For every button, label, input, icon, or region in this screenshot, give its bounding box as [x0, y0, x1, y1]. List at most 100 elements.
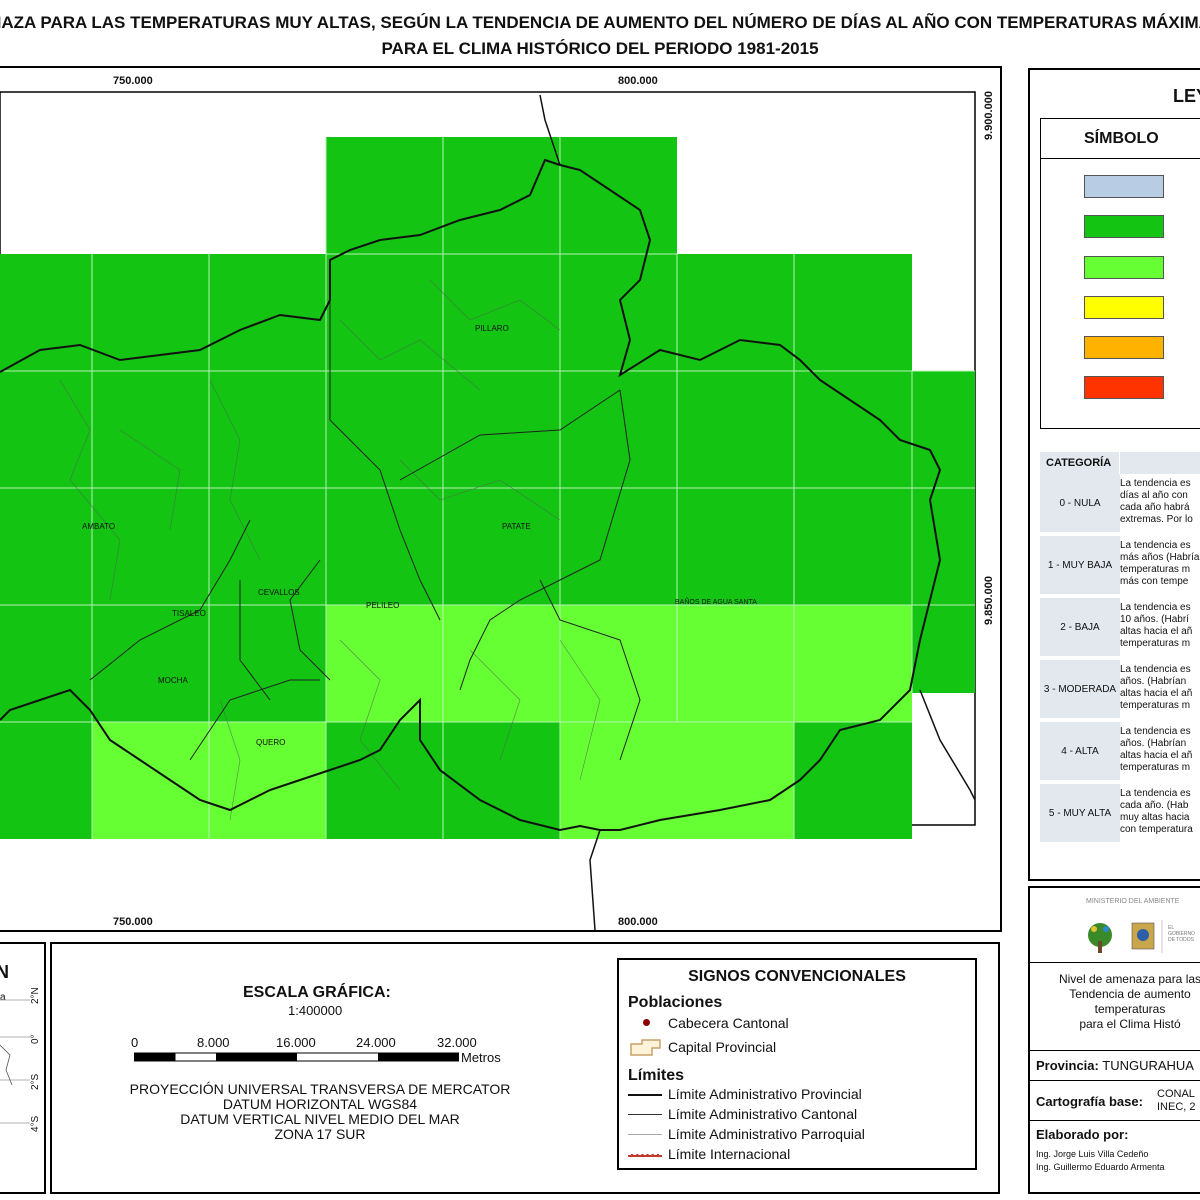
place-label-pelileo: PELILEO	[366, 601, 400, 610]
category-desc: La tendencia es 10 años. (Habrí altas ha…	[1120, 598, 1200, 656]
desc-line: extremas. Por lo	[1120, 514, 1193, 525]
scale-tick-24000: 24.000	[356, 1035, 396, 1050]
scale-tick-16000: 16.000	[276, 1035, 316, 1050]
legend-left-rule	[1040, 118, 1041, 428]
place-label-cevallos: CEVALLOS	[258, 588, 300, 597]
signs-intl-label: Límite Internacional	[668, 1146, 791, 1162]
map-title-line1: NAZA PARA LAS TEMPERATURAS MUY ALTAS, SE…	[0, 13, 1200, 32]
signs-parr-label: Límite Administrativo Parroquial	[668, 1126, 865, 1142]
category-row-3: 3 - MODERADA La tendencia es años. (Habr…	[1040, 660, 1200, 718]
desc-line: con temperatura	[1120, 824, 1193, 835]
info-rule-2	[1030, 1050, 1200, 1051]
provincia-value: TUNGURAHUA	[1102, 1058, 1194, 1073]
author-2: Ing. Guillermo Eduardo Armenta	[1036, 1162, 1165, 1172]
legend-symbol-rule	[1040, 158, 1200, 159]
info-panel	[1028, 886, 1200, 1194]
desc-line: cada año habrá	[1120, 502, 1190, 513]
capital-provincial-icon	[630, 1039, 661, 1056]
inset-lat-2s: 2°S	[30, 1073, 41, 1090]
inset-lat-2n: 2°N	[30, 987, 41, 1004]
projection-line: PROYECCIÓN UNIVERSAL TRANSVERSA DE MERCA…	[129, 1081, 511, 1097]
description-line: Nivel de amenaza para las	[1058, 972, 1200, 986]
signs-capital-label: Capital Provincial	[668, 1039, 777, 1055]
place-label-pillaro: PILLARO	[475, 324, 509, 333]
category-header-label: CATEGORÍA	[1046, 457, 1112, 469]
x-tick-top-750: 750.000	[113, 75, 153, 87]
scale-tick-0: 0	[131, 1035, 139, 1050]
desc-line: días al año con	[1120, 490, 1188, 501]
parroquial-line-icon	[628, 1134, 662, 1135]
y-tick-9900000: 9.900.000	[983, 91, 995, 140]
description-line: para el Clima Histó	[1079, 1017, 1181, 1031]
desc-line: La tendencia es	[1120, 664, 1191, 675]
international-line-icon	[628, 1154, 662, 1157]
scale-tick-32000: 32.000	[437, 1035, 477, 1050]
category-name: 1 - MUY BAJA	[1040, 536, 1120, 594]
desc-line: La tendencia es	[1120, 478, 1191, 489]
projection-line: DATUM VERTICAL NIVEL MEDIO DEL MAR	[180, 1111, 460, 1127]
desc-line: temperaturas m	[1120, 638, 1191, 649]
scale-ratio: 1:400000	[288, 1003, 343, 1018]
inset-lat-0: 0°	[30, 1034, 41, 1044]
description-line: temperaturas	[1094, 1002, 1166, 1016]
category-table-header	[1040, 452, 1200, 474]
map-title-line2: PARA EL CLIMA HISTÓRICO DEL PERIODO 1981…	[381, 39, 819, 58]
y-tick-9850000: 9.850.000	[983, 576, 995, 625]
provincia-label: Provincia:	[1036, 1058, 1099, 1073]
description-line: Tendencia de aumento	[1069, 987, 1191, 1001]
signs-cabecera-label: Cabecera Cantonal	[668, 1015, 789, 1031]
swatch-baja	[1084, 256, 1164, 279]
desc-line: temperaturas m	[1120, 762, 1191, 773]
desc-line: altas hacia el añ	[1120, 626, 1193, 637]
legend-title: LEY	[1173, 86, 1200, 106]
x-tick-bottom-750: 750.000	[113, 916, 153, 928]
desc-line: La tendencia es	[1120, 788, 1191, 799]
parish-boundaries	[59, 279, 601, 821]
desc-line: temperaturas m	[1120, 700, 1191, 711]
scale-bar	[134, 1052, 459, 1062]
cabecera-cantonal-icon	[643, 1019, 650, 1026]
place-label-mocha: MOCHA	[158, 676, 188, 685]
category-name: 3 - MODERADA	[1040, 660, 1120, 718]
x-tick-top-800: 800.000	[618, 75, 658, 87]
desc-line: La tendencia es	[1120, 726, 1191, 737]
category-header-divider	[1119, 452, 1120, 474]
desc-line: años. (Habrían	[1120, 676, 1187, 687]
ministry-logo	[1088, 920, 1163, 953]
category-name: 2 - BAJA	[1040, 598, 1120, 656]
elaborado-label: Elaborado por:	[1036, 1127, 1129, 1142]
scale-unit: Metros	[461, 1050, 501, 1065]
desc-line: años. (Habrían	[1120, 738, 1187, 749]
category-row-0: 0 - NULA La tendencia es días al año con…	[1040, 474, 1200, 532]
place-label-ambato: AMBATO	[82, 522, 116, 531]
legend-header-rule	[1040, 118, 1200, 119]
projection-line: DATUM HORIZONTAL WGS84	[222, 1096, 418, 1112]
category-name: 4 - ALTA	[1040, 722, 1120, 780]
scale-title: ESCALA GRÁFICA:	[243, 984, 391, 1001]
category-row-4: 4 - ALTA La tendencia es años. (Habrían …	[1040, 722, 1200, 780]
author-1: Ing. Jorge Luis Villa Cedeño	[1036, 1149, 1149, 1159]
conventional-signs-box	[617, 958, 977, 1170]
swatch-muy-baja	[1084, 215, 1164, 238]
signs-prov-label: Límite Administrativo Provincial	[668, 1086, 862, 1102]
category-desc: La tendencia es días al año con cada año…	[1120, 474, 1200, 532]
signs-cant-label: Límite Administrativo Cantonal	[668, 1106, 858, 1122]
place-label-banos: BAÑOS DE AGUA SANTA	[675, 599, 757, 606]
place-label-tisaleo: TISALEO	[172, 609, 206, 618]
desc-line: La tendencia es	[1120, 602, 1191, 613]
ministry-name: MINISTERIO DEL AMBIENTE	[1086, 898, 1180, 905]
swatch-nula	[1084, 175, 1164, 198]
provincial-boundary	[0, 158, 942, 832]
carto-line: INEC, 2	[1157, 1101, 1196, 1113]
place-label-patate: PATATE	[502, 522, 531, 531]
info-rule-1	[1030, 962, 1200, 963]
place-label-quero: QUERO	[256, 738, 286, 747]
signs-poblaciones-heading: Poblaciones	[628, 994, 723, 1011]
carto-line: CONAL	[1157, 1088, 1195, 1100]
signs-limites-heading: Límites	[628, 1067, 685, 1084]
inset-lat-4s: 4°S	[30, 1115, 41, 1132]
category-row-5: 5 - MUY ALTA La tendencia es cada año. (…	[1040, 784, 1200, 842]
swatch-moderada	[1084, 296, 1164, 319]
desc-line: muy altas hacia	[1120, 812, 1190, 823]
desc-line: La tendencia es	[1120, 540, 1191, 551]
